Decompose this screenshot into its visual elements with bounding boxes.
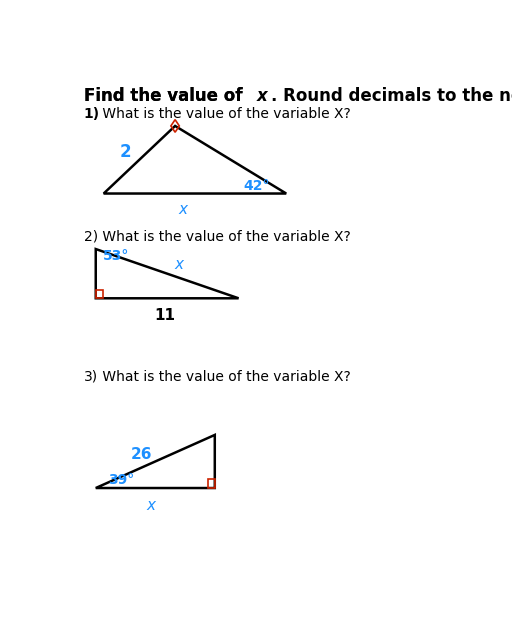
Text: 1): 1) [84,107,100,120]
Text: What is the value of the variable X?: What is the value of the variable X? [98,370,351,384]
Text: Find the value of x. Round decimals to the nearest tenth.: Find the value of x. Round decimals to t… [84,87,512,105]
Text: Find the value of: Find the value of [84,87,248,105]
Text: x: x [179,202,187,217]
Text: 26: 26 [131,446,152,461]
Text: 42°: 42° [243,179,270,193]
Text: 2): 2) [84,229,98,244]
Text: 11: 11 [155,308,176,323]
Text: What is the value of the variable X?: What is the value of the variable X? [98,107,351,120]
Text: 39°: 39° [108,473,134,487]
Text: 2: 2 [120,144,131,162]
Text: Find the value of: Find the value of [84,87,248,105]
Text: . Round decimals to the nearest tenth.: . Round decimals to the nearest tenth. [271,87,512,105]
Text: x: x [257,87,267,105]
Text: What is the value of the variable X?: What is the value of the variable X? [98,229,351,244]
Text: 3): 3) [84,370,98,384]
Text: 53°: 53° [103,250,129,263]
Bar [96,290,103,298]
Bar [208,479,215,488]
Text: x: x [175,257,184,272]
Text: x: x [146,498,155,513]
